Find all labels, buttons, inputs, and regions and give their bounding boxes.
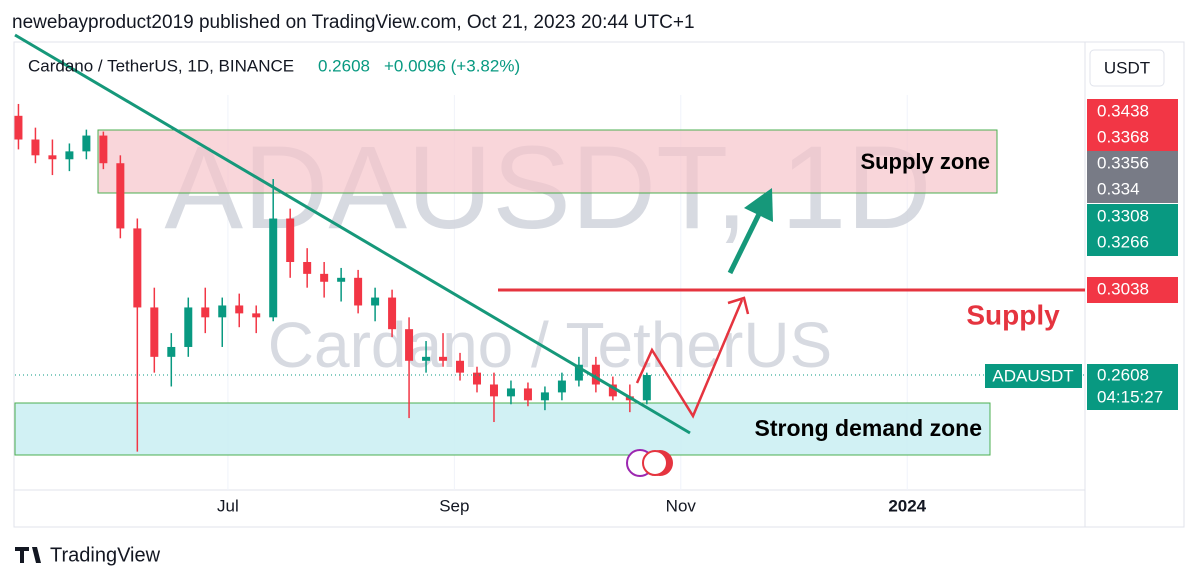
supply-zone (97, 129, 998, 194)
candle-body (489, 384, 498, 397)
trend-line (14, 33, 691, 435)
currency-button[interactable] (1089, 49, 1165, 87)
candle-body (150, 307, 159, 357)
candle-body (48, 155, 57, 160)
supply-zone-label: Supply zone (860, 149, 990, 174)
price-label: 0.3438 (1097, 101, 1149, 120)
candle-body (557, 380, 566, 393)
price-label-bg (1087, 230, 1178, 256)
candle-body (456, 360, 465, 373)
currency: USDT (1104, 58, 1150, 77)
header-change: +0.0096 (+3.82%) (384, 56, 520, 75)
event-icon (642, 450, 668, 476)
target-arrow (727, 210, 763, 275)
candle-body (133, 228, 142, 308)
price-label: 0.3356 (1097, 153, 1149, 172)
price-label-bg (1087, 277, 1178, 303)
candle-body (218, 305, 227, 318)
candle-body (439, 356, 448, 361)
brand-logo (15, 547, 41, 563)
candle-body (540, 392, 549, 401)
candle-body (388, 297, 397, 330)
candle-body (286, 218, 295, 263)
candle-body (201, 307, 210, 318)
candle-body (14, 115, 23, 140)
chart-frame (13, 41, 1185, 528)
candle-body (337, 277, 346, 282)
candle-body (65, 151, 74, 160)
price-label-bg (1087, 204, 1178, 230)
symbol-title: Cardano / TetherUS, 1D, BINANCE (28, 56, 294, 75)
last-price: 0.2608 (1097, 365, 1149, 384)
x-tick-label: 2024 (888, 496, 926, 515)
candles (14, 103, 1085, 452)
candle-body (608, 384, 617, 397)
countdown: 04:15:27 (1097, 387, 1163, 406)
price-label: 0.3266 (1097, 232, 1149, 251)
candle-body (116, 163, 125, 229)
candle-body (184, 307, 193, 347)
last-price-bg (1087, 364, 1178, 410)
candle-body (371, 297, 380, 306)
candle-body (405, 329, 414, 361)
candle-body (320, 273, 329, 282)
watermark-sub: Cardano / TetherUS (268, 309, 832, 381)
symbol-tag: ADAUSDT (992, 366, 1073, 385)
candle-body (252, 313, 261, 318)
target-arrowhead (744, 188, 773, 222)
demand-zone (14, 402, 991, 456)
candle-body (422, 356, 431, 361)
x-tick-label: Nov (666, 496, 697, 515)
price-label: 0.3308 (1097, 206, 1149, 225)
candle-body (303, 262, 312, 274)
x-tick-label: Jul (217, 496, 239, 515)
symbol-tag-bg (985, 364, 1082, 388)
candle-body (523, 388, 532, 401)
candle-body (354, 277, 363, 306)
candle-body (167, 346, 176, 357)
candle-body (99, 135, 108, 164)
demand-zone-label: Strong demand zone (755, 415, 982, 441)
candle-body (269, 218, 278, 318)
candle-body (574, 364, 583, 381)
price-scale: 0.3438 0.3368 0.3356 0.334 0.3308 0.3266 0.303… (1087, 99, 1178, 303)
candle-body (235, 305, 244, 314)
time-axis: Jul Sep Nov 2024 (217, 496, 927, 515)
price-label-bg (1087, 177, 1178, 203)
projection-path (635, 299, 744, 419)
x-tick-label: Sep (439, 496, 469, 515)
candle-body (82, 135, 91, 152)
price-label: 0.334 (1097, 179, 1140, 198)
supply-label: Supply (966, 299, 1060, 330)
header-price: 0.2608 (318, 56, 370, 75)
price-label-bg (1087, 151, 1178, 177)
attribution: newebayproduct2019 published on TradingV… (12, 12, 695, 33)
projection-arrowhead (727, 296, 750, 315)
candle-body (31, 139, 40, 156)
candle-body (473, 372, 482, 385)
price-label-bg (1087, 125, 1178, 151)
price-label: 0.3038 (1097, 279, 1149, 298)
price-label-bg (1087, 99, 1178, 125)
price-label: 0.3368 (1097, 127, 1149, 146)
candle-body (506, 388, 515, 397)
candle-body (642, 375, 651, 401)
brand: TradingView (50, 544, 161, 566)
